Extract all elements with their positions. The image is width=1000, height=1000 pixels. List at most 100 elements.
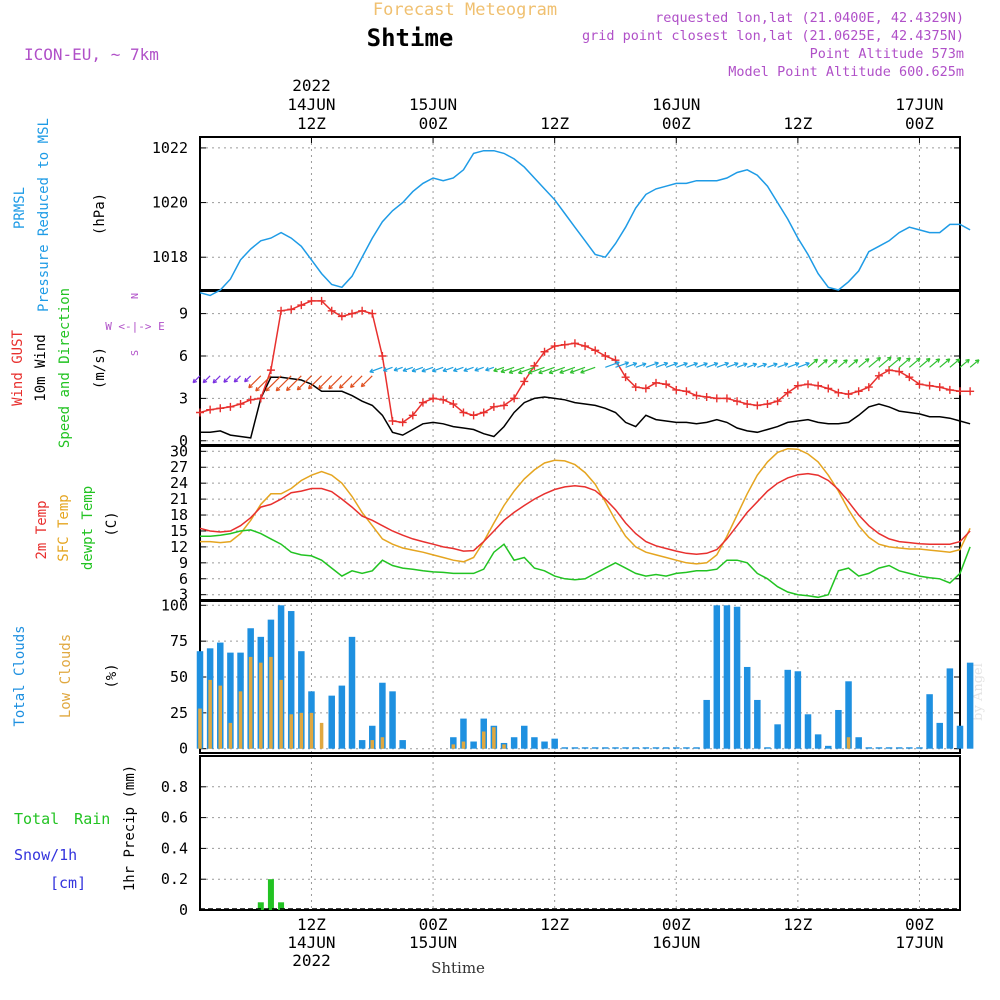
y-tick-label: 1020 (152, 194, 188, 212)
low-cloud-bar (299, 712, 304, 749)
time-tick-label: 12Z (783, 915, 812, 934)
gust-marker (297, 301, 306, 310)
supertitle: Forecast Meteogram (373, 0, 557, 20)
gust-marker (489, 402, 498, 411)
time-tick-label: 2022 (292, 76, 331, 95)
wind-direction-arrow (635, 362, 647, 368)
wind-direction-arrow (527, 366, 545, 375)
total-cloud-bar (662, 747, 670, 749)
total-cloud-bar (369, 725, 376, 749)
time-tick-label: 12Z (540, 114, 569, 133)
wind-direction-arrow (360, 375, 373, 388)
panel-frame (199, 755, 961, 911)
total-cloud-bar (450, 737, 457, 749)
total-cloud-bar (713, 605, 721, 749)
gust-marker (641, 384, 650, 393)
total-cloud-bar (298, 651, 305, 749)
wind-direction-arrow (726, 362, 739, 368)
wind-direction-arrow (757, 362, 767, 368)
gust-marker (358, 306, 367, 315)
gust-marker (864, 383, 873, 392)
wind-direction-arrow (463, 366, 474, 373)
gust-marker (874, 371, 883, 380)
gust-marker (408, 411, 417, 420)
precip-label-rain: Total Rain (14, 810, 110, 828)
y-tick-label: 0.2 (161, 870, 188, 888)
total-cloud-bar (906, 747, 913, 749)
total-cloud-bar (804, 714, 812, 749)
gust-marker (449, 400, 458, 409)
gust-marker (196, 408, 204, 417)
gust-marker (388, 416, 397, 425)
wind-direction-arrow (233, 375, 241, 383)
gust-marker (885, 366, 894, 375)
total-cloud-bar (358, 740, 366, 749)
total-cloud-bar (460, 718, 467, 749)
gust-marker (662, 380, 671, 389)
low-cloud-bar (309, 712, 314, 749)
compass-we: W <-|-> E (105, 320, 165, 333)
temp-unit: (C) (104, 511, 120, 536)
gust-marker (459, 408, 468, 417)
wind-direction-arrow (559, 366, 576, 374)
y-tick-label: 9 (179, 305, 188, 323)
total-cloud-bar (521, 725, 528, 749)
gust-marker (611, 356, 620, 365)
low-cloud-bar (846, 737, 851, 749)
info-line-3: Point Altitude 573m (810, 46, 964, 62)
total-cloud-bar (622, 747, 629, 749)
cloud-label-low: Low Clouds (58, 634, 74, 718)
gust-marker (915, 380, 924, 389)
wind-direction-arrow (959, 358, 970, 368)
y-tick-label: 27 (170, 458, 188, 476)
wind-direction-arrow (338, 375, 353, 389)
total-cloud-bar (277, 605, 285, 749)
wind-direction-arrow (212, 375, 221, 384)
wind-direction-arrow (402, 366, 414, 373)
total-cloud-bar (571, 747, 579, 749)
wind-direction-arrow (580, 366, 596, 374)
wind-direction-arrow (393, 366, 403, 372)
wind-direction-arrow (285, 375, 302, 392)
wind-direction-arrow (452, 366, 464, 373)
time-tick-label: 00Z (662, 114, 691, 133)
total-cloud-bar (885, 747, 893, 749)
total-cloud-bar (541, 741, 548, 749)
total-cloud-bar (936, 722, 943, 749)
wind-direction-arrow (255, 375, 272, 392)
low-cloud-bar (319, 722, 324, 749)
wind-direction-arrow (493, 366, 505, 373)
gust-marker (682, 387, 691, 396)
gust-marker (327, 306, 336, 315)
wind-direction-arrow (797, 361, 810, 368)
total-cloud-bar (865, 747, 873, 749)
y-tick-label: 0 (179, 901, 188, 919)
wind-direction-arrow (676, 362, 688, 368)
total-cloud-bar (591, 747, 599, 749)
wind-direction-arrow (474, 366, 484, 372)
gust-marker (692, 391, 701, 400)
total-cloud-bar (581, 747, 589, 749)
time-tick-label: 14JUN (287, 95, 335, 114)
total-cloud-bar (743, 666, 751, 749)
wind-direction-arrow (411, 366, 424, 373)
total-cloud-bar (612, 747, 619, 749)
total-cloud-bar (784, 669, 791, 749)
gust-marker (966, 387, 975, 396)
gust-marker (824, 384, 833, 393)
total-cloud-bar (956, 725, 964, 749)
low-cloud-bar (248, 656, 253, 749)
wind-direction-arrow (442, 366, 454, 373)
y-tick-label: 25 (170, 704, 188, 722)
time-tick-label: 14JUN (287, 933, 335, 952)
y-tick-label: 1022 (152, 139, 188, 157)
wind-direction-arrow (431, 366, 444, 373)
gust-marker (712, 394, 721, 403)
cloud-unit: (%) (104, 663, 120, 688)
total-cloud-bar (227, 652, 234, 749)
low-cloud-bar (269, 656, 273, 749)
wind-direction-arrow (605, 361, 620, 368)
pressure-label-prmsl: PRMSL (12, 187, 28, 229)
wind-direction-arrow (548, 366, 566, 375)
wind-direction-arrow (777, 362, 789, 368)
